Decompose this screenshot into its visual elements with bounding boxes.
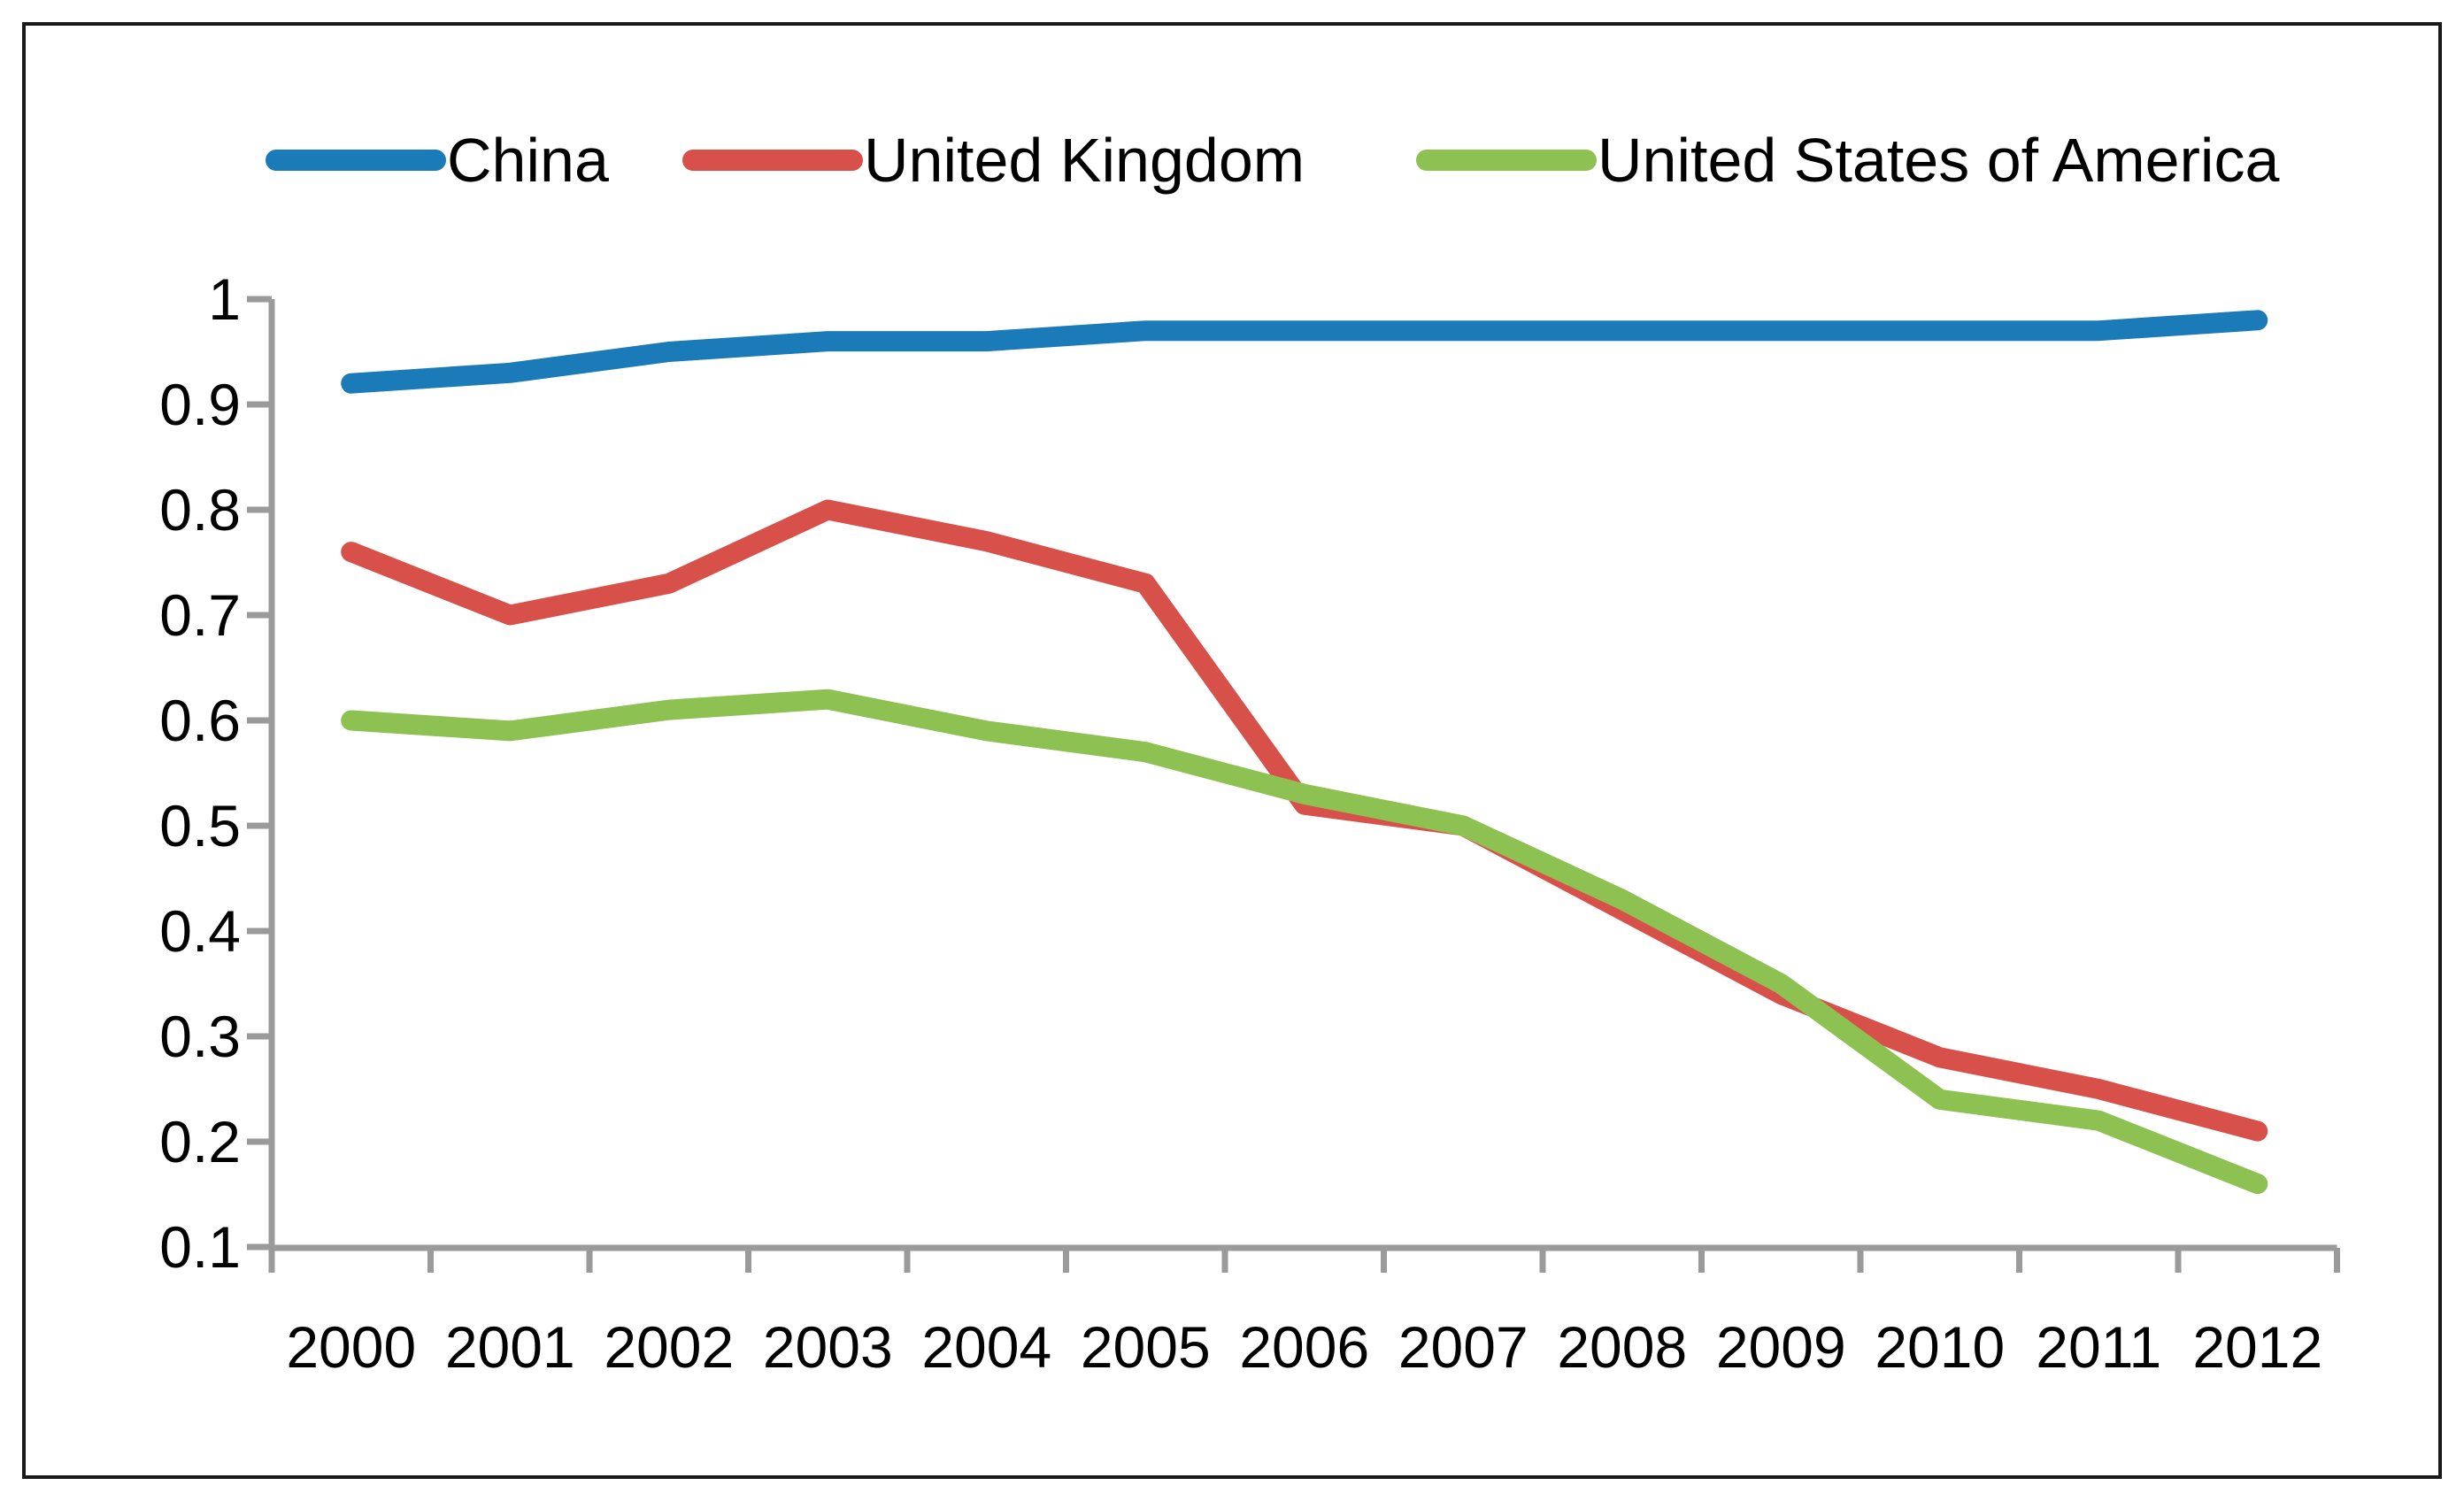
y-tick-label: 0.9 bbox=[159, 372, 241, 437]
y-tick-label: 0.1 bbox=[159, 1214, 241, 1280]
x-tick-label: 2006 bbox=[1239, 1314, 1369, 1380]
y-tick-label: 0.7 bbox=[159, 582, 241, 648]
x-tick-label: 2009 bbox=[1716, 1314, 1846, 1380]
legend-label-china: China bbox=[447, 126, 609, 195]
y-tick-label: 0.3 bbox=[159, 1004, 241, 1069]
figure-border bbox=[22, 22, 2442, 1479]
x-tick-label: 2004 bbox=[921, 1314, 1051, 1380]
x-tick-label: 2005 bbox=[1081, 1314, 1211, 1380]
x-tick-label: 2003 bbox=[763, 1314, 893, 1380]
y-tick-label: 0.6 bbox=[159, 688, 241, 753]
x-tick-label: 2000 bbox=[286, 1314, 416, 1380]
legend-label-united-kingdom: United Kingdom bbox=[864, 126, 1305, 195]
y-tick-label: 0.8 bbox=[159, 477, 241, 543]
series-line-united-states-of-america bbox=[341, 689, 2268, 1195]
x-tick-label: 2010 bbox=[1875, 1314, 2005, 1380]
x-tick-label: 2001 bbox=[445, 1314, 575, 1380]
y-tick-label: 0.5 bbox=[159, 793, 241, 858]
x-tick-label: 2012 bbox=[2192, 1314, 2322, 1380]
x-tick-label: 2002 bbox=[604, 1314, 734, 1380]
x-tick-label: 2007 bbox=[1398, 1314, 1528, 1380]
legend-label-united-states-of-america: United States of America bbox=[1598, 126, 2279, 195]
x-tick-label: 2011 bbox=[2036, 1314, 2161, 1380]
y-tick-label: 1 bbox=[208, 266, 241, 332]
y-tick-label: 0.4 bbox=[159, 898, 241, 964]
x-tick-label: 2008 bbox=[1557, 1314, 1687, 1380]
series-line-china bbox=[341, 310, 2268, 394]
y-tick-label: 0.2 bbox=[159, 1109, 241, 1174]
series-line-united-kingdom bbox=[341, 499, 2268, 1142]
